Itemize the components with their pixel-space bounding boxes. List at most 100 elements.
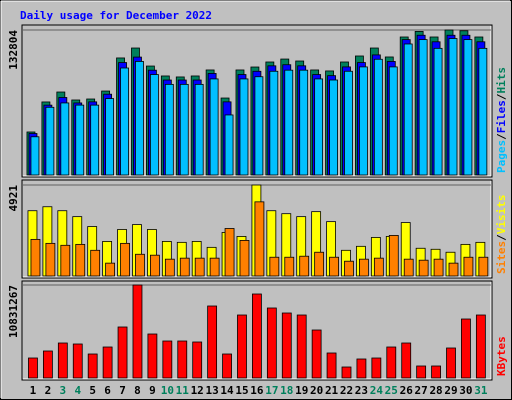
bar [60,102,70,176]
x-tick-label: 25 [385,384,398,397]
bar [478,47,488,176]
legend-entry: Hits [495,67,508,94]
bar [403,258,414,277]
x-tick-label: 20 [310,384,323,397]
x-tick-label: 12 [191,384,204,397]
bar [42,350,53,379]
x-tick-label: 28 [429,384,442,397]
bar [478,256,489,277]
bar [102,346,113,379]
bar [326,352,337,379]
legend: Sites/Visits [495,195,508,275]
x-tick-label: 2 [45,384,52,397]
x-tick-label: 30 [459,384,472,397]
bar [401,342,412,379]
bar [416,365,427,379]
bar [418,259,429,277]
x-tick-label: 24 [370,384,384,397]
bar [356,358,367,379]
bar [431,365,441,379]
bar [224,228,235,277]
x-tick-label: 18 [280,384,293,397]
x-tick-label: 6 [104,384,111,397]
bar [164,83,174,176]
bar [448,262,459,277]
bar [341,366,352,379]
bar [329,256,339,277]
bar [252,293,262,379]
x-tick-label: 10 [161,384,174,397]
bar [150,74,159,176]
legend-separator: / [495,93,508,100]
bar [87,353,98,379]
y-tick-label: 132804 [7,30,20,70]
bar [284,256,295,277]
y-tick-label: 4921 [7,185,20,212]
bar [75,243,86,277]
bar [239,240,250,277]
bar [461,318,471,379]
bar [314,78,324,176]
bar [284,69,294,176]
bar [446,347,456,379]
x-tick-label: 26 [400,384,414,397]
bar [179,257,190,277]
bar [117,326,128,379]
bar [329,79,338,176]
legend-entry: Pages [495,140,508,173]
bar [132,284,143,379]
bar [57,342,68,379]
bar [344,260,354,277]
bar [177,340,188,379]
bar [135,61,144,176]
x-tick-label: 7 [119,384,126,397]
bar [45,106,55,176]
bar [299,255,310,277]
bar [209,78,219,176]
bar [463,256,474,277]
x-tick-label: 31 [474,384,488,397]
bar [135,253,145,277]
bar [150,254,160,277]
bar [222,353,232,379]
bar [162,340,173,379]
bar [344,70,353,176]
bar [45,242,56,277]
bar [90,104,100,176]
x-tick-label: 15 [235,384,248,397]
bar [386,346,397,379]
bar [359,258,369,277]
x-tick-label: 22 [340,384,353,397]
x-tick-label: 3 [60,384,67,397]
x-tick-label: 27 [415,384,428,397]
bar [299,69,309,176]
x-tick-label: 4 [74,384,81,397]
bar [207,305,218,379]
x-tick-label: 8 [134,384,141,397]
bar [388,66,398,176]
x-tick-label: 13 [206,384,219,397]
bar [314,251,325,277]
bar [296,314,307,379]
bar [164,258,175,277]
bar [28,357,38,379]
bar [448,38,458,176]
bar [475,314,486,379]
bar [388,235,399,277]
bar [237,314,247,379]
x-tick-label: 1 [30,384,37,397]
bar [403,43,413,176]
bar [254,76,264,176]
bar [192,341,203,379]
legend: KBytes [495,336,508,376]
bar [418,39,428,176]
bar [359,66,368,176]
bar [373,257,384,277]
bar [105,262,116,277]
bar [373,58,383,176]
bar [194,83,204,176]
bar [281,312,292,379]
bar [75,104,85,176]
legend-entry: Sites [495,241,508,274]
